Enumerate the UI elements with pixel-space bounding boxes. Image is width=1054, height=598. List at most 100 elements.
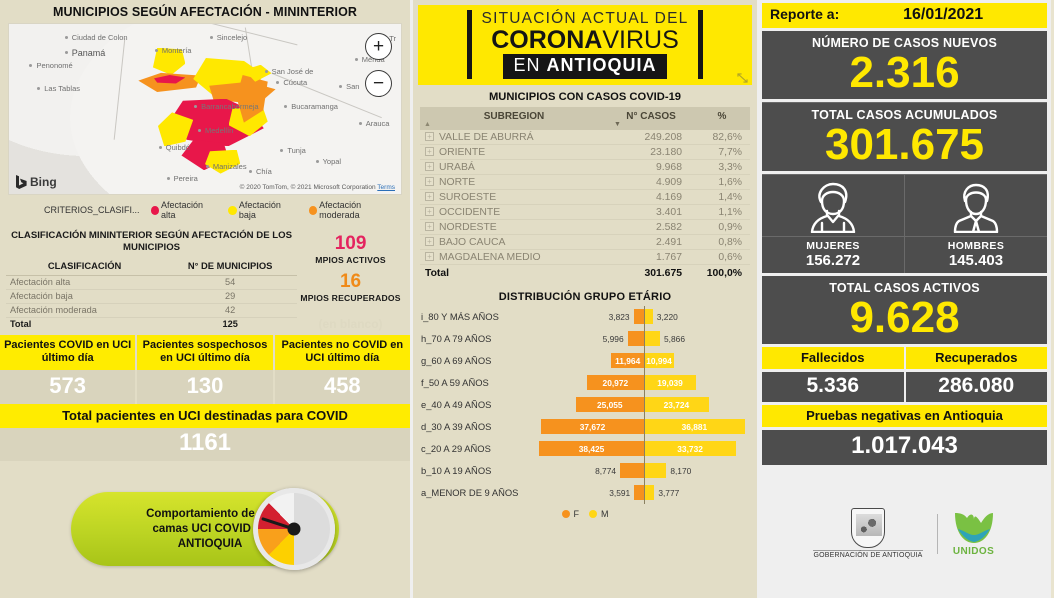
cell-subregion: + NORDESTE xyxy=(420,219,608,236)
pyramid-legend: F M xyxy=(421,504,749,519)
pyramid-male-bar[interactable]: 33,732 xyxy=(644,441,737,457)
table-row[interactable]: + MAGDALENA MEDIO 1.767 0,6% xyxy=(420,249,750,266)
pyramid-category-label: i_80 Y MÁS AÑOS xyxy=(421,311,499,323)
pyramid-male-bar[interactable]: 19,039 xyxy=(644,375,697,391)
legend-item-alta[interactable]: Afectación alta xyxy=(150,200,217,220)
cell-pct: 82,6% xyxy=(694,130,750,146)
legend-item-moderada[interactable]: Afectación moderada xyxy=(308,200,399,220)
expand-icon[interactable]: + xyxy=(425,161,434,171)
table-row[interactable]: Afectación alta 54 xyxy=(6,275,298,290)
pyramid-female-bar[interactable]: 38,425 xyxy=(539,441,644,457)
casos-activos-label: TOTAL CASOS ACTIVOS xyxy=(829,281,980,295)
col-pct[interactable]: % xyxy=(694,107,750,131)
pyramid-female-bar[interactable] xyxy=(633,309,644,325)
pyramid-row[interactable]: b_10 A 19 AÑOS 8,774 8,170 xyxy=(421,460,749,482)
pyramid-male-value: 36,881 xyxy=(681,421,708,432)
expand-icon[interactable]: + xyxy=(425,206,434,216)
pyramid-female-bar[interactable] xyxy=(620,463,644,479)
pyramid-male-bar[interactable] xyxy=(644,309,653,325)
uci-values-row: 573 130 458 xyxy=(0,369,410,404)
table-row[interactable]: Afectación baja 29 xyxy=(6,289,298,304)
pyramid-male-bar[interactable]: 10,994 xyxy=(644,353,675,369)
pyramid-male-bar[interactable] xyxy=(644,331,661,347)
left-panel: MUNICIPIOS SEGÚN AFECTACIÓN - MININTERIO… xyxy=(0,0,410,598)
table-row[interactable]: + VALLE DE ABURRÁ 249.208 82,6% xyxy=(420,130,750,146)
col-subregion-label: SUBREGION xyxy=(483,111,545,123)
pyramid-female-bar[interactable] xyxy=(634,485,644,501)
reporte-label: Reporte a: xyxy=(770,6,840,22)
pyramid-male-bar[interactable] xyxy=(644,463,667,479)
table-row[interactable]: Afectación moderada 42 xyxy=(6,303,298,318)
pyramid-category-label: g_60 A 69 AÑOS xyxy=(421,355,492,367)
sort-asc-icon[interactable]: ▲ xyxy=(424,121,431,129)
pyramid-rows: i_80 Y MÁS AÑOS 3,823 3,220 h_70 A 79 AÑOS 5… xyxy=(421,305,749,504)
legend-label-moderada: Afectación moderada xyxy=(319,200,362,220)
gauge-banner[interactable]: Comportamiento de las camas UCI COVID en… xyxy=(71,488,339,571)
casos-activos-value: 9.628 xyxy=(849,293,960,342)
map-canvas[interactable]: Ciudad de Colon Panamá Penonomé Las Tabl… xyxy=(8,23,402,195)
pyramid-female-half: 8,774 xyxy=(539,463,644,479)
pyramid-male-bar[interactable]: 36,881 xyxy=(644,419,745,435)
map-city-label: Pereira xyxy=(166,173,198,183)
cell-casos: 4.909 xyxy=(608,174,694,191)
expand-icon[interactable]: + xyxy=(425,251,434,261)
mpios-activos-label: MPIOS ACTIVOS xyxy=(315,254,386,265)
pyramid-row[interactable]: c_20 A 29 AÑOS 38,425 33,732 xyxy=(421,438,749,460)
pyramid-row[interactable]: g_60 A 69 AÑOS 11,964 10,994 xyxy=(421,350,749,372)
map-zoom-in-button[interactable]: + xyxy=(365,33,392,60)
pruebas-negativas-value: 1.017.043 xyxy=(762,430,1047,465)
cell-subregion: + VALLE DE ABURRÁ xyxy=(420,130,608,146)
table-row[interactable]: + OCCIDENTE 3.401 1,1% xyxy=(420,204,750,221)
pyramid-female-bar[interactable] xyxy=(627,331,644,347)
table-row[interactable]: + SUROESTE 4.169 1,4% xyxy=(420,189,750,206)
pyramid-female-bar[interactable]: 25,055 xyxy=(575,397,644,413)
pyramid-female-bar[interactable]: 11,964 xyxy=(611,353,644,369)
expand-icon[interactable]: + xyxy=(425,221,434,231)
pyramid-male-value: 23,724 xyxy=(663,399,690,410)
banner-bars: SITUACIÓN ACTUAL DEL CORONAVIRUS EN ANTI… xyxy=(466,10,704,80)
pyramid-row[interactable]: f_50 A 59 AÑOS 20,972 19,039 xyxy=(421,372,749,394)
pyramid-center-axis xyxy=(644,305,645,504)
fallecidos-value: 5.336 xyxy=(762,372,906,402)
banner-line-2: CORONAVIRUS xyxy=(482,27,689,53)
pyramid-male-bar[interactable] xyxy=(644,485,655,501)
pyramid-row[interactable]: i_80 Y MÁS AÑOS 3,823 3,220 xyxy=(421,306,749,328)
col-n-casos[interactable]: ▼ N° CASOS xyxy=(608,107,694,131)
map-zoom-out-button[interactable]: − xyxy=(365,70,392,97)
pyramid-row[interactable]: d_30 A 39 AÑOS 37,672 36,881 xyxy=(421,416,749,438)
pyramid-bars: 38,425 33,732 xyxy=(539,438,749,460)
expand-icon[interactable]: + xyxy=(425,236,434,246)
expand-icon[interactable]: + xyxy=(425,131,434,141)
cell-total-label: Total xyxy=(10,319,32,330)
expand-icon[interactable]: + xyxy=(425,146,434,156)
pyramid-male-bar[interactable]: 23,724 xyxy=(644,397,709,413)
table-row[interactable]: + ORIENTE 23.180 7,7% xyxy=(420,144,750,161)
table-row[interactable]: + NORTE 4.909 1,6% xyxy=(420,174,750,191)
col-subregion[interactable]: ▲ SUBREGION xyxy=(420,107,608,131)
hombres-value: 145.403 xyxy=(948,252,1004,269)
table-row[interactable]: + URABÁ 9.968 3,3% xyxy=(420,159,750,176)
table-row[interactable]: + BAJO CAUCA 2.491 0,8% xyxy=(420,234,750,251)
clasificacion-title: CLASIFICACIÓN MININTERIOR SEGÚN AFECTACI… xyxy=(11,230,292,253)
pyramid-female-bar[interactable]: 20,972 xyxy=(586,375,644,391)
genero-card: MUJERES 156.272 HOMBRES 145.403 xyxy=(762,174,1047,273)
fallecidos-label: Fallecidos xyxy=(762,347,906,369)
hombres-label: HOMBRES xyxy=(905,236,1047,252)
col-n-municipios[interactable]: N° DE MUNICIPIOS xyxy=(163,257,298,276)
sort-desc-icon[interactable]: ▼ xyxy=(614,121,621,129)
expand-icon[interactable]: + xyxy=(425,176,434,186)
legend-item-baja[interactable]: Afectación baja xyxy=(228,200,296,220)
pyramid-row[interactable]: h_70 A 79 AÑOS 5,996 5,866 xyxy=(421,328,749,350)
pyramid-male-half: 36,881 xyxy=(644,419,749,435)
pyramid-row[interactable]: a_MENOR DE 9 AÑOS 3,591 3,777 xyxy=(421,482,749,504)
gobernacion-label: GOBERNACIÓN DE ANTIOQUIA xyxy=(813,550,923,559)
focus-mode-icon[interactable] xyxy=(737,73,748,83)
map-terms-link[interactable]: Terms xyxy=(377,184,395,191)
table-row[interactable]: + NORDESTE 2.582 0,9% xyxy=(420,219,750,236)
pyramid-row[interactable]: e_40 A 49 AÑOS 25,055 23,724 xyxy=(421,394,749,416)
col-clasificacion[interactable]: CLASIFICACIÓN xyxy=(6,257,164,276)
hombres-block: HOMBRES 145.403 xyxy=(905,175,1047,273)
expand-icon[interactable]: + xyxy=(425,191,434,201)
clasificacion-table-wrap: CLASIFICACIÓN MININTERIOR SEGÚN AFECTACI… xyxy=(6,228,298,331)
pyramid-female-bar[interactable]: 37,672 xyxy=(541,419,644,435)
